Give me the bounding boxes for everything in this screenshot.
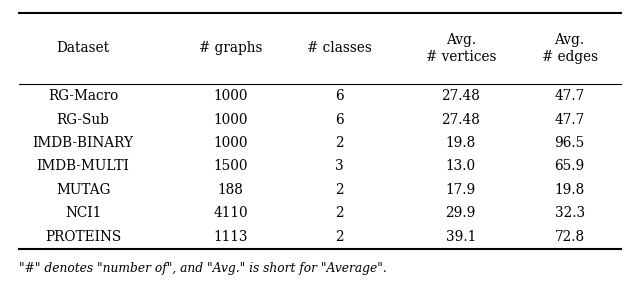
Text: 96.5: 96.5 (554, 136, 585, 150)
Text: 47.7: 47.7 (554, 112, 585, 126)
Text: 2: 2 (335, 230, 344, 244)
Text: # graphs: # graphs (198, 42, 262, 55)
Text: 6: 6 (335, 112, 344, 126)
Text: 1000: 1000 (213, 89, 248, 103)
Text: RG-Sub: RG-Sub (57, 112, 109, 126)
Text: 2: 2 (335, 207, 344, 221)
Text: IMDB-BINARY: IMDB-BINARY (33, 136, 134, 150)
Text: # classes: # classes (307, 42, 372, 55)
Text: 2: 2 (335, 183, 344, 197)
Text: 1000: 1000 (213, 136, 248, 150)
Text: MUTAG: MUTAG (56, 183, 111, 197)
Text: 39.1: 39.1 (445, 230, 476, 244)
Text: "#" denotes "number of", and "Avg." is short for "Average".: "#" denotes "number of", and "Avg." is s… (19, 262, 387, 275)
Text: PROTEINS: PROTEINS (45, 230, 122, 244)
Text: 13.0: 13.0 (445, 160, 476, 173)
Text: 32.3: 32.3 (554, 207, 585, 221)
Text: 27.48: 27.48 (442, 112, 480, 126)
Text: 1500: 1500 (213, 160, 248, 173)
Text: 1000: 1000 (213, 112, 248, 126)
Text: 19.8: 19.8 (445, 136, 476, 150)
Text: NCI1: NCI1 (65, 207, 101, 221)
Text: 3: 3 (335, 160, 344, 173)
Text: 65.9: 65.9 (554, 160, 585, 173)
Text: 6: 6 (335, 89, 344, 103)
Text: 2: 2 (335, 136, 344, 150)
Text: IMDB-MULTI: IMDB-MULTI (36, 160, 130, 173)
Text: Dataset: Dataset (56, 42, 110, 55)
Text: 72.8: 72.8 (554, 230, 585, 244)
Text: RG-Macro: RG-Macro (48, 89, 118, 103)
Text: 47.7: 47.7 (554, 89, 585, 103)
Text: 17.9: 17.9 (445, 183, 476, 197)
Text: 4110: 4110 (213, 207, 248, 221)
Text: 188: 188 (218, 183, 243, 197)
Text: 19.8: 19.8 (554, 183, 585, 197)
Text: 1113: 1113 (213, 230, 248, 244)
Text: Avg.
# vertices: Avg. # vertices (426, 33, 496, 64)
Text: 27.48: 27.48 (442, 89, 480, 103)
Text: 29.9: 29.9 (445, 207, 476, 221)
Text: Avg.
# edges: Avg. # edges (541, 33, 598, 64)
